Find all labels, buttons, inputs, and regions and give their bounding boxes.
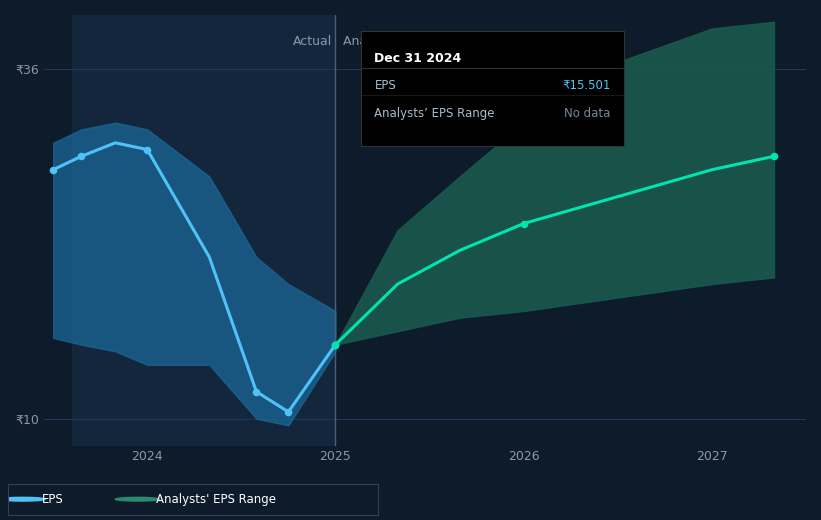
Text: Actual: Actual bbox=[292, 35, 332, 48]
Point bbox=[250, 387, 263, 396]
Text: Dec 31 2024: Dec 31 2024 bbox=[374, 52, 461, 65]
Text: Analysts' EPS Range: Analysts' EPS Range bbox=[156, 493, 276, 505]
Point bbox=[768, 152, 781, 161]
Point bbox=[517, 219, 530, 228]
Point bbox=[47, 165, 60, 174]
Text: EPS: EPS bbox=[42, 493, 63, 505]
Text: ₹15.501: ₹15.501 bbox=[562, 79, 611, 92]
Point bbox=[329, 341, 342, 349]
Point bbox=[329, 341, 342, 349]
Point bbox=[282, 408, 295, 416]
Circle shape bbox=[116, 497, 160, 501]
Text: Analysts’ EPS Range: Analysts’ EPS Range bbox=[374, 107, 495, 120]
Text: No data: No data bbox=[565, 107, 611, 120]
Circle shape bbox=[1, 497, 45, 501]
Point bbox=[140, 146, 154, 154]
Point bbox=[75, 152, 88, 161]
Text: EPS: EPS bbox=[374, 79, 396, 92]
Text: Analysts Forecasts: Analysts Forecasts bbox=[343, 35, 460, 48]
Bar bbox=[72, 15, 336, 446]
